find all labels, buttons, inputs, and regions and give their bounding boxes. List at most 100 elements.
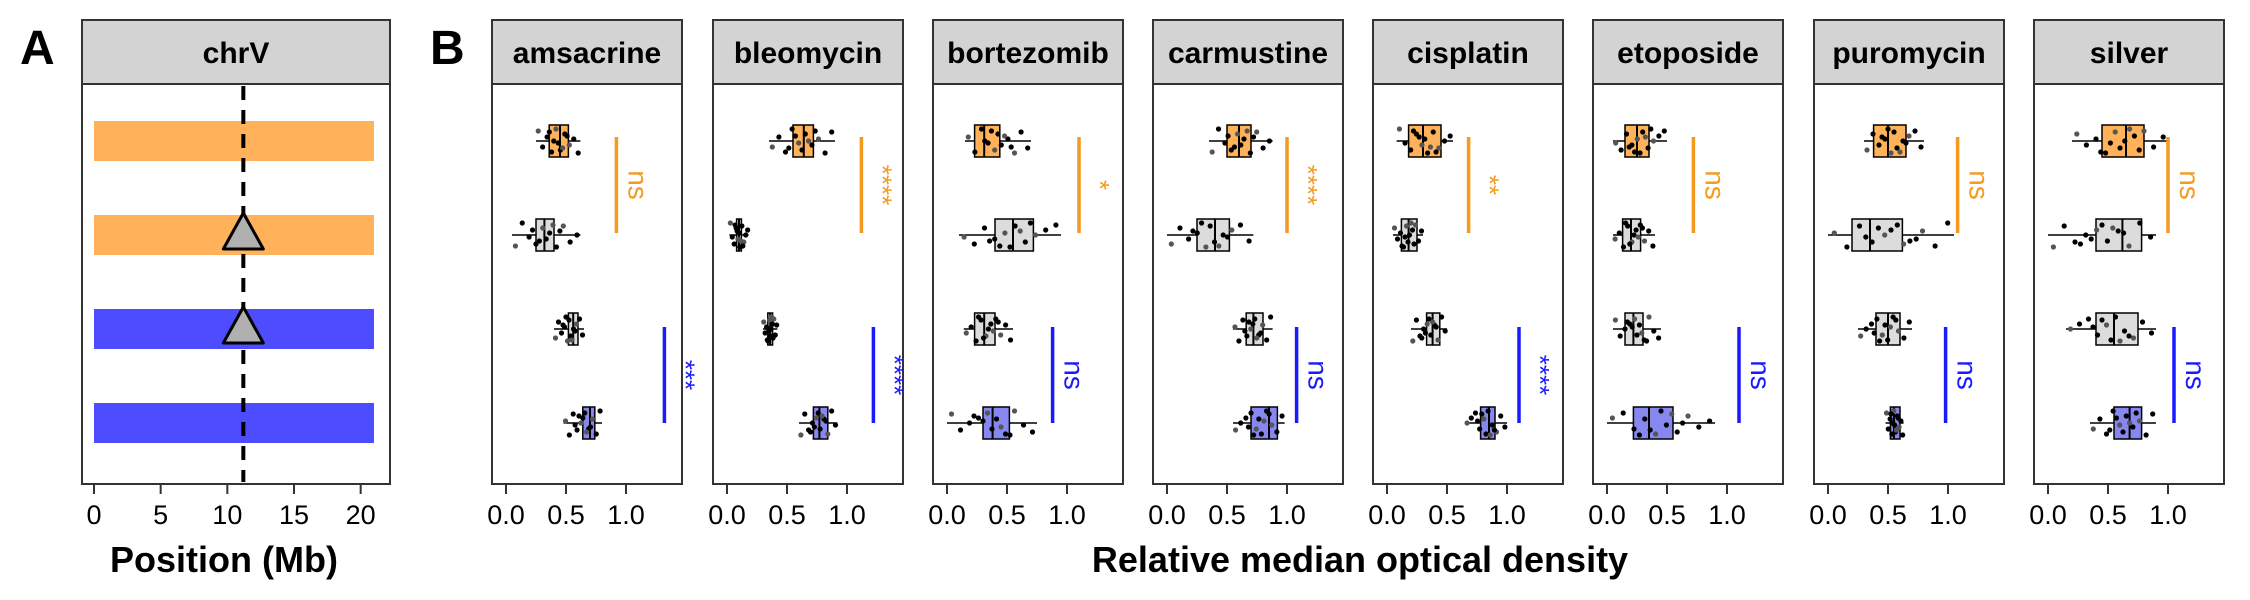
data-point (576, 413, 582, 419)
data-point (764, 324, 770, 330)
data-point (1844, 244, 1850, 250)
panel-a-x-tick-label: 20 (346, 500, 376, 530)
data-point (1243, 415, 1249, 421)
facet-strip-title: amsacrine (513, 37, 661, 70)
data-point (1017, 228, 1023, 234)
panel-a-chromosome-map: chrV 0 5 10 15 20 (81, 19, 391, 530)
data-point (2117, 338, 2123, 344)
data-point (1616, 230, 1622, 236)
data-point (1408, 147, 1414, 153)
data-point (564, 133, 570, 139)
data-point (1419, 335, 1425, 341)
facet-strip-title: etoposide (1617, 37, 1759, 70)
data-point (573, 321, 580, 327)
facet-x-tick-label: 0.0 (1148, 500, 1186, 530)
data-point (774, 322, 780, 328)
facet-x-tick-label: 1.0 (1268, 500, 1306, 530)
locus-marker (221, 305, 265, 345)
data-point (2110, 225, 2116, 231)
data-point (1428, 332, 1434, 338)
data-point (2127, 126, 2133, 132)
data-point (1477, 426, 1483, 432)
facet-plot-area (1592, 83, 1784, 485)
data-point (971, 241, 977, 247)
data-point (1430, 319, 1436, 325)
data-point (2061, 223, 2067, 229)
data-point (2121, 230, 2127, 236)
data-point (578, 420, 584, 426)
data-point (1186, 236, 1192, 242)
facet-x-tick-label: 1.0 (607, 500, 645, 530)
data-point (2099, 222, 2105, 228)
data-point (1612, 236, 1618, 242)
data-point (1194, 230, 1200, 236)
data-point (1895, 328, 1902, 334)
data-point (2139, 319, 2146, 325)
data-point (1253, 426, 1259, 432)
data-point (1642, 416, 1648, 422)
data-point (1895, 415, 1901, 421)
data-point (574, 427, 580, 433)
data-point (829, 129, 835, 135)
data-point (1002, 431, 1009, 437)
data-point (1410, 338, 1416, 344)
data-point (812, 128, 818, 134)
data-point (809, 142, 815, 148)
data-point (584, 429, 590, 435)
data-point (971, 413, 977, 419)
data-point (1216, 243, 1222, 249)
data-point (745, 227, 751, 233)
significance-label: **** (867, 165, 897, 205)
data-point (1650, 138, 1657, 144)
data-point (809, 420, 816, 426)
data-point (1396, 126, 1403, 132)
data-point (2077, 241, 2083, 247)
facet-strip (491, 19, 683, 85)
data-point (1043, 227, 1049, 233)
data-point (1260, 322, 1266, 328)
data-point (1433, 324, 1439, 330)
data-point (553, 244, 560, 250)
data-point (1876, 142, 1882, 148)
data-point (547, 230, 553, 236)
data-point (1885, 337, 1891, 343)
data-point (1032, 232, 1039, 238)
data-point (1893, 317, 1899, 323)
data-point (1274, 429, 1280, 435)
data-point (2127, 420, 2133, 426)
data-point (769, 321, 775, 327)
data-point (2160, 134, 2166, 140)
data-point (579, 332, 586, 338)
significance-label: ns (1303, 360, 1334, 390)
panel-a-strip (81, 19, 391, 85)
data-point (980, 418, 986, 424)
data-point (973, 338, 979, 344)
data-point (1053, 222, 1059, 228)
data-point (1674, 429, 1680, 435)
data-point (1609, 415, 1615, 421)
data-point (1433, 149, 1439, 155)
data-point (764, 337, 770, 343)
facet-strip (1372, 19, 1564, 85)
data-point (1250, 134, 1257, 140)
chromosome-track (94, 121, 374, 161)
data-point (2103, 322, 2110, 328)
data-point (1211, 239, 1218, 245)
data-point (1887, 416, 1893, 422)
data-point (557, 228, 563, 234)
data-point (1254, 335, 1260, 341)
data-point (570, 411, 576, 417)
data-point (1647, 427, 1653, 433)
data-point (553, 126, 559, 132)
data-point (1633, 227, 1639, 233)
data-point (2130, 424, 2136, 430)
data-point (1502, 424, 1508, 430)
facet-x-tick-label: 1.0 (2149, 500, 2187, 530)
data-point (2097, 416, 2103, 422)
data-point (560, 223, 566, 229)
data-point (1612, 317, 1618, 323)
data-point (1487, 432, 1493, 438)
data-point (981, 225, 988, 231)
data-point (1190, 228, 1196, 234)
